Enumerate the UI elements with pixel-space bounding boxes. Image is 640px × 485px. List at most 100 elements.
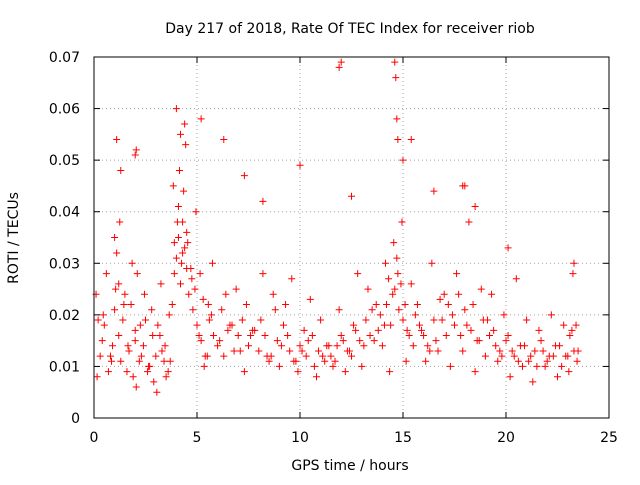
data-point (565, 368, 573, 376)
data-point (453, 270, 461, 278)
data-point (304, 337, 312, 345)
data-point (240, 368, 248, 376)
data-point (98, 337, 106, 345)
data-point (533, 362, 541, 370)
data-point (224, 326, 232, 334)
data-point (179, 249, 187, 257)
data-point (145, 362, 153, 370)
data-point (461, 182, 469, 190)
data-point (222, 290, 230, 298)
data-point (180, 187, 188, 195)
data-point (249, 326, 257, 334)
data-point (236, 347, 244, 355)
data-point (170, 270, 178, 278)
data-point (426, 347, 434, 355)
x-tick-label: 0 (90, 430, 99, 446)
data-point (387, 321, 395, 329)
data-point (486, 331, 494, 339)
data-point (132, 383, 140, 391)
data-point (376, 311, 384, 319)
data-point (296, 342, 304, 350)
data-point (220, 136, 228, 144)
data-point (99, 311, 107, 319)
data-point (448, 311, 456, 319)
data-point (234, 331, 242, 339)
data-point (214, 342, 222, 350)
data-point (358, 362, 366, 370)
data-point (350, 321, 358, 329)
data-point (156, 331, 164, 339)
data-point (399, 316, 407, 324)
data-point (209, 331, 217, 339)
data-point (572, 321, 580, 329)
y-tick-labels: 0 0.01 0.02 0.03 0.04 0.05 0.06 0.07 (49, 50, 80, 427)
data-point (502, 337, 510, 345)
data-point (360, 342, 368, 350)
data-point (477, 285, 485, 293)
data-point (492, 342, 500, 350)
data-point (150, 378, 158, 386)
data-point (158, 347, 166, 355)
data-point (397, 280, 405, 288)
data-point (430, 316, 438, 324)
data-point (273, 337, 281, 345)
data-point (172, 105, 180, 113)
data-point (149, 331, 157, 339)
data-point (319, 352, 327, 360)
data-point (168, 301, 176, 309)
x-tick-labels: 0 5 10 15 20 25 (90, 430, 618, 446)
data-point (255, 347, 263, 355)
data-point (191, 285, 199, 293)
data-point (139, 342, 147, 350)
data-point (333, 342, 341, 350)
data-point (259, 197, 267, 205)
data-point (242, 301, 250, 309)
data-point (312, 373, 320, 381)
data-point (475, 337, 483, 345)
data-point (461, 306, 469, 314)
data-point (337, 58, 345, 66)
data-point (220, 352, 228, 360)
data-point (566, 331, 574, 339)
data-point (189, 306, 197, 314)
data-point (573, 357, 581, 365)
data-point (125, 347, 133, 355)
data-point (240, 172, 248, 180)
data-point (280, 321, 288, 329)
data-point (535, 326, 543, 334)
data-point (174, 234, 182, 241)
y-tick-label: 0 (71, 411, 80, 427)
data-point (277, 342, 285, 350)
y-tick-label: 0.04 (49, 205, 80, 221)
data-point (424, 342, 432, 350)
data-point (370, 337, 378, 345)
data-point (133, 270, 141, 278)
data-point (422, 357, 430, 365)
data-point (415, 321, 423, 329)
data-point (407, 136, 415, 144)
data-point (140, 290, 148, 298)
data-point (298, 347, 306, 355)
data-point (512, 275, 520, 283)
data-point (395, 306, 403, 314)
data-point (402, 357, 410, 365)
data-point (164, 368, 172, 376)
data-point (288, 275, 296, 283)
data-point (193, 321, 201, 329)
data-point (362, 316, 370, 324)
data-point (391, 285, 399, 293)
data-point (144, 368, 152, 376)
data-point (185, 290, 193, 298)
data-point (436, 295, 444, 303)
data-point (286, 347, 294, 355)
data-point (230, 347, 238, 355)
data-point (413, 301, 421, 309)
data-point (170, 239, 178, 247)
data-point (455, 290, 463, 298)
data-point (261, 331, 269, 339)
data-point (284, 331, 292, 339)
data-point (178, 259, 186, 267)
data-point (192, 208, 200, 216)
data-points (92, 58, 582, 396)
